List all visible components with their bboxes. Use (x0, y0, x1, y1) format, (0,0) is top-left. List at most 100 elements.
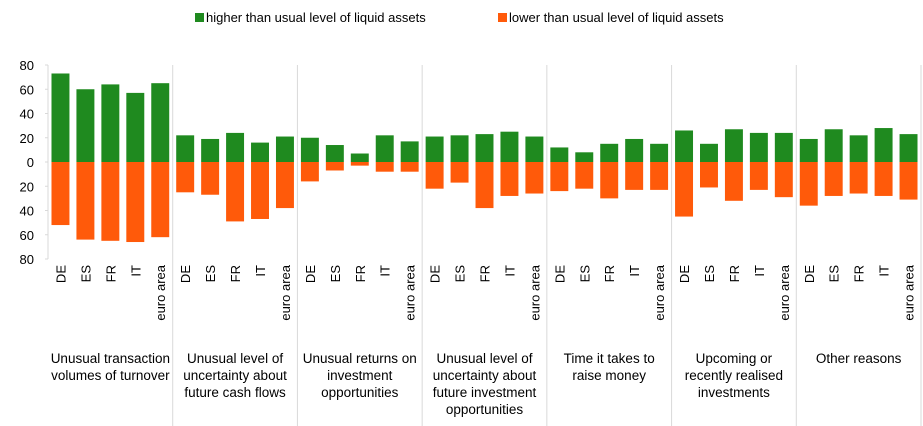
x-tick-label: ES (453, 265, 468, 283)
bar (275, 136, 294, 162)
bar (325, 145, 344, 162)
legend-label: higher than usual level of liquid assets (206, 10, 426, 25)
bar (749, 132, 768, 162)
bar (500, 131, 519, 162)
bar (774, 132, 793, 162)
x-tick-label: FR (602, 265, 617, 282)
bar (824, 129, 843, 162)
bar (51, 162, 70, 226)
x-tick-label: euro area (777, 264, 792, 320)
x-tick-label: IT (502, 265, 517, 277)
bar (650, 143, 669, 162)
x-tick-label: ES (702, 265, 717, 283)
x-tick-label: DE (677, 265, 692, 283)
bar (201, 138, 220, 162)
bar (899, 162, 918, 200)
bar (226, 162, 245, 222)
x-tick-label: IT (627, 265, 642, 277)
x-tick-label: ES (577, 265, 592, 283)
bar (176, 135, 195, 162)
group-label: Unusual transaction volumes of turnover (50, 351, 171, 383)
x-tick-label: euro area (527, 264, 542, 320)
bar (126, 92, 145, 162)
bar (475, 134, 494, 162)
bar (375, 135, 394, 162)
x-tick-label: FR (103, 265, 118, 282)
legend-entry: higher than usual level of liquid assets (195, 10, 426, 25)
bar (575, 152, 594, 162)
group-label: Unusual level of uncertainty about futur… (183, 351, 287, 400)
bar (600, 162, 619, 199)
bar (749, 162, 768, 190)
x-tick-label: DE (428, 265, 443, 283)
x-tick-label: FR (727, 265, 742, 282)
y-tick-label: 20 (20, 131, 34, 146)
x-tick-label: FR (353, 265, 368, 282)
y-tick-label: 60 (20, 82, 34, 97)
y-tick-label: 80 (20, 58, 34, 73)
x-tick-label: euro area (153, 264, 168, 320)
x-tick-label: IT (253, 265, 268, 277)
x-tick-label: euro area (278, 264, 293, 320)
legend-entry: lower than usual level of liquid assets (498, 10, 724, 25)
x-tick-label: ES (328, 265, 343, 283)
y-tick-label: 20 (20, 179, 34, 194)
legend-label: lower than usual level of liquid assets (509, 10, 724, 25)
bar (824, 162, 843, 196)
x-tick-label: IT (752, 265, 767, 277)
x-tick-label: IT (128, 265, 143, 277)
bar (300, 137, 319, 162)
bar (450, 135, 469, 162)
bar (774, 162, 793, 198)
bar (500, 162, 519, 196)
bar (375, 162, 394, 172)
bar (874, 128, 893, 162)
bar (525, 162, 544, 194)
bar (176, 162, 195, 193)
bar (625, 162, 644, 190)
bar (575, 162, 594, 189)
bar (550, 147, 569, 162)
x-tick-label: DE (53, 265, 68, 283)
legend-swatch (498, 13, 507, 22)
bar (475, 162, 494, 209)
bar (251, 162, 269, 219)
x-tick-label: IT (378, 265, 393, 277)
bar (101, 162, 120, 241)
bar (700, 162, 718, 188)
x-tick-label: ES (827, 265, 842, 283)
x-tick-label: ES (78, 265, 93, 283)
x-tick-label: euro area (403, 264, 418, 320)
bar (625, 138, 644, 162)
x-tick-label: FR (228, 265, 243, 282)
bar (126, 162, 145, 243)
group-label: Upcoming or recently realised investment… (684, 351, 784, 400)
bar (525, 136, 544, 162)
bar (325, 162, 344, 171)
bar (874, 162, 893, 196)
bar (226, 132, 245, 162)
x-tick-label: DE (552, 265, 567, 283)
y-tick-label: 0 (27, 155, 34, 170)
bar (76, 162, 95, 240)
bar (400, 141, 419, 162)
bar (275, 162, 294, 209)
bar (600, 143, 619, 162)
bar (400, 162, 419, 172)
x-tick-label: ES (203, 265, 218, 283)
bar (724, 129, 743, 162)
bar (650, 162, 669, 190)
bar (201, 162, 220, 195)
bar (300, 162, 319, 182)
group-label: Unusual level of uncertainty about futur… (432, 351, 537, 417)
bar (101, 84, 120, 162)
bar (849, 135, 868, 162)
bar (700, 143, 718, 162)
bar (51, 73, 70, 162)
bar (425, 136, 444, 162)
bar (550, 162, 569, 192)
x-tick-label: FR (478, 265, 493, 282)
bar (350, 162, 369, 166)
bar (799, 138, 818, 162)
